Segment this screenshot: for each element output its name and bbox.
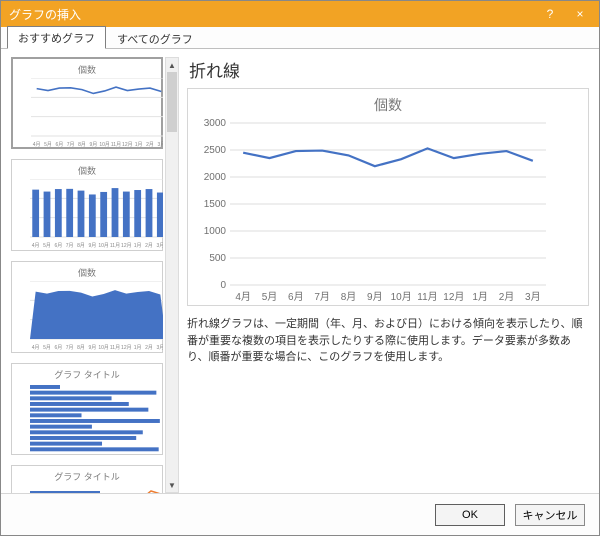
preview-chart-title: 個数 [194,95,582,115]
svg-text:3月: 3月 [156,243,163,249]
svg-text:10月: 10月 [98,345,109,351]
thumbnail-bar-chart[interactable]: 個数 4月5月6月 7月8月9月10月11月12月1月2月3月 [11,159,163,251]
thumbnail-title: 個数 [16,164,158,177]
svg-text:1000: 1000 [204,226,227,237]
dialog-footer: OK キャンセル [1,493,599,535]
detail-pane: 折れ線 個数 0 500 1000 1500 2000 2500 3000 4月 5月 6月 7月 8… [187,57,589,493]
svg-text:12月: 12月 [443,291,464,303]
scrollbar[interactable]: ▲ ▼ [165,57,179,493]
svg-text:9月: 9月 [89,142,97,148]
thumbnail-line-chart[interactable]: 個数 4月5月6月 7月8月9月10月11月12月1月2月3月 [11,57,163,149]
svg-text:7月: 7月 [67,142,75,148]
svg-text:12月: 12月 [121,243,132,249]
svg-text:7月: 7月 [66,243,74,249]
svg-text:10月: 10月 [391,291,412,303]
svg-text:2月: 2月 [145,243,153,249]
thumbnail-pane: 個数 4月5月6月7月8月9月10月11月12月1月2月3月 個数 4月5月6月… [11,57,179,493]
svg-text:6月: 6月 [288,291,304,303]
bar-chart-icon: 4月5月6月 7月8月9月10月11月12月1月2月3月 [16,179,163,249]
svg-text:0: 0 [220,280,226,291]
svg-text:8月: 8月 [77,243,85,249]
svg-text:8月: 8月 [77,345,85,351]
svg-text:2000: 2000 [204,172,227,183]
svg-text:4月: 4月 [32,345,40,351]
svg-text:2月: 2月 [499,291,515,303]
svg-text:5月: 5月 [262,291,278,303]
svg-text:1500: 1500 [204,199,227,210]
svg-text:3月: 3月 [156,345,163,351]
svg-text:7月: 7月 [66,345,74,351]
chart-type-heading: 折れ線 [189,57,589,82]
svg-text:3000: 3000 [204,119,227,129]
svg-text:1月: 1月 [134,345,142,351]
svg-text:2月: 2月 [145,345,153,351]
svg-text:5月: 5月 [43,345,51,351]
close-icon[interactable]: × [565,3,595,25]
line-chart-icon: 4月5月6月 7月8月9月10月11月12月1月2月3月 [17,78,163,148]
tab-all[interactable]: すべてのグラフ [106,27,204,49]
thumbnail-combo-chart[interactable]: グラフ タイトル [11,465,163,493]
svg-text:4月: 4月 [32,243,40,249]
window-title: グラフの挿入 [9,6,535,23]
thumbnail-title: グラフ タイトル [16,470,158,483]
line-chart-preview: 0 500 1000 1500 2000 2500 3000 4月 5月 6月 7月 8月 9月 10月 1… [194,119,552,305]
svg-text:1月: 1月 [135,142,143,148]
tab-recommended[interactable]: おすすめグラフ [7,26,106,49]
hbar-chart-icon [16,383,163,453]
svg-text:11月: 11月 [110,243,120,249]
svg-text:6月: 6月 [55,142,63,148]
svg-text:8月: 8月 [341,291,357,303]
combo-chart-icon [16,485,163,493]
tab-strip: おすすめグラフ すべてのグラフ [1,27,599,49]
scroll-down-icon[interactable]: ▼ [166,478,178,492]
svg-text:6月: 6月 [54,243,62,249]
svg-text:11月: 11月 [111,142,121,148]
svg-text:9月: 9月 [367,291,383,303]
svg-text:7月: 7月 [314,291,330,303]
svg-text:6月: 6月 [54,345,62,351]
thumbnail-area-chart[interactable]: 個数 4月5月6月 7月8月9月10月11月12月1月2月3月 [11,261,163,353]
thumbnail-title: 個数 [17,63,157,76]
scroll-up-icon[interactable]: ▲ [166,58,178,72]
cancel-button[interactable]: キャンセル [515,504,585,526]
svg-text:3月: 3月 [525,291,541,303]
ok-button[interactable]: OK [435,504,505,526]
svg-text:2月: 2月 [146,142,154,148]
dialog-body: 個数 4月5月6月7月8月9月10月11月12月1月2月3月 個数 4月5月6月… [1,49,599,493]
svg-text:12月: 12月 [121,345,132,351]
svg-text:1月: 1月 [472,291,488,303]
svg-text:4月: 4月 [33,142,41,148]
thumbnail-title: 個数 [16,266,158,279]
svg-text:500: 500 [209,253,226,264]
svg-text:3月: 3月 [157,142,163,148]
chart-description: 折れ線グラフは、一定期間（年、月、および日）における傾向を表示したり、順番が重要… [187,316,589,366]
svg-text:5月: 5月 [43,243,51,249]
svg-text:10月: 10月 [98,243,109,249]
scroll-thumb[interactable] [167,72,177,132]
thumbnail-title: グラフ タイトル [16,368,158,381]
svg-text:11月: 11月 [417,291,437,303]
svg-text:2500: 2500 [204,145,227,156]
titlebar: グラフの挿入 ? × [1,1,599,27]
svg-text:4月: 4月 [235,291,251,303]
svg-text:12月: 12月 [122,142,133,148]
thumbnail-list: 個数 4月5月6月7月8月9月10月11月12月1月2月3月 個数 4月5月6月… [11,57,163,493]
area-chart-icon: 4月5月6月 7月8月9月10月11月12月1月2月3月 [16,281,163,351]
svg-text:9月: 9月 [88,243,96,249]
svg-text:9月: 9月 [88,345,96,351]
svg-text:5月: 5月 [44,142,52,148]
svg-text:10月: 10月 [99,142,110,148]
help-icon[interactable]: ? [535,3,565,25]
svg-text:11月: 11月 [110,345,120,351]
thumbnail-hbar-chart[interactable]: グラフ タイトル [11,363,163,455]
svg-text:1月: 1月 [134,243,142,249]
svg-text:8月: 8月 [78,142,86,148]
preview-chart: 個数 0 500 1000 1500 2000 2500 3000 4月 5月 6月 7月 8月 9月 1… [187,88,589,306]
